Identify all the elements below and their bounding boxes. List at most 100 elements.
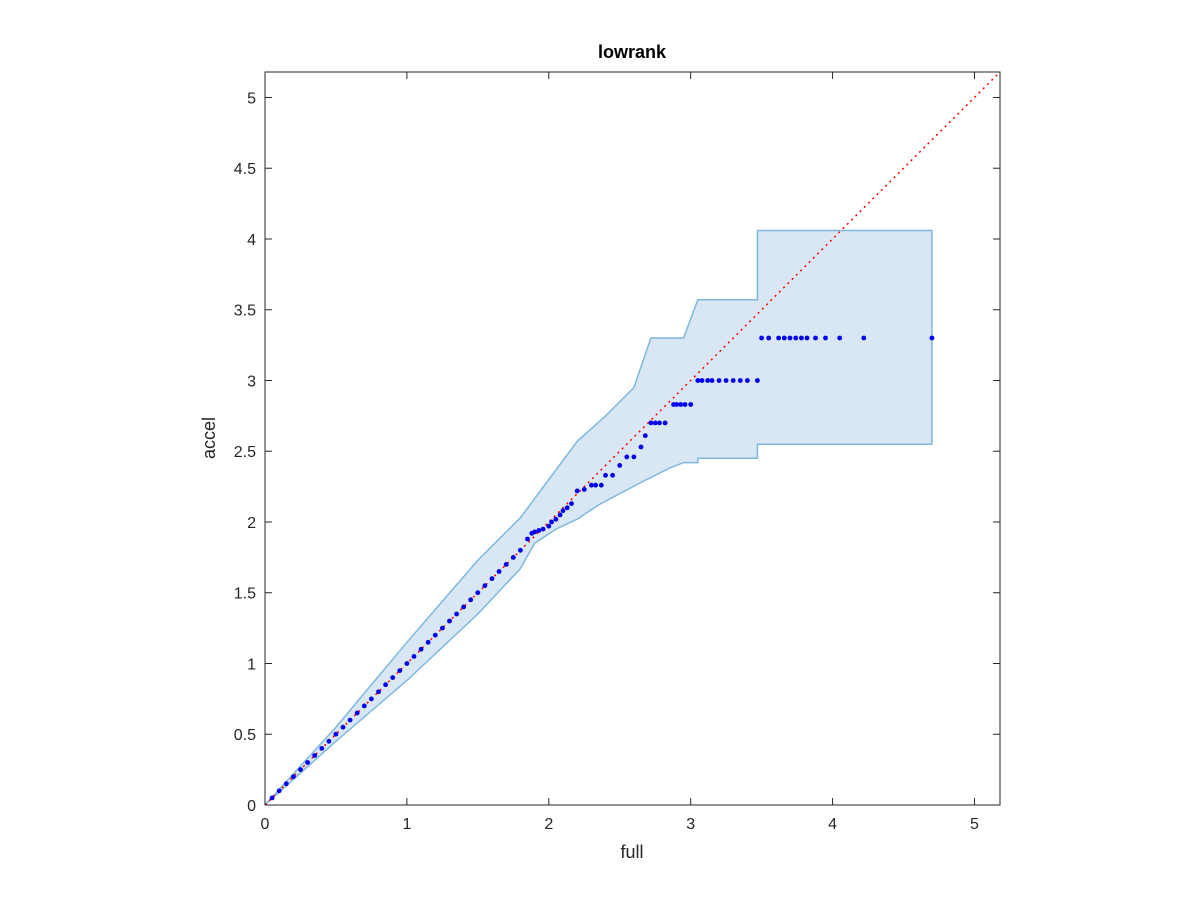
data-point bbox=[776, 335, 781, 341]
data-point bbox=[723, 378, 729, 383]
data-point bbox=[823, 335, 828, 341]
data-point bbox=[540, 526, 546, 532]
data-point bbox=[682, 402, 688, 407]
data-point bbox=[454, 611, 459, 617]
data-point bbox=[354, 710, 360, 716]
data-point bbox=[730, 378, 736, 383]
confidence-band bbox=[264, 229, 933, 806]
data-point bbox=[804, 335, 810, 341]
x-tick-label: 4 bbox=[828, 816, 837, 833]
x-tick-label: 2 bbox=[544, 816, 553, 833]
data-point bbox=[461, 604, 466, 610]
data-point bbox=[536, 528, 542, 533]
data-point bbox=[298, 767, 303, 772]
data-point bbox=[759, 335, 764, 341]
y-tick-label: 1 bbox=[247, 656, 256, 673]
data-point bbox=[662, 420, 668, 426]
data-point bbox=[737, 378, 743, 383]
y-tick-label: 2 bbox=[247, 515, 256, 532]
data-point bbox=[518, 547, 523, 553]
data-point bbox=[425, 639, 431, 645]
ticks-layer: 0 1 2 3 4 5 0 0.5 1 1.5 2 2.5 3 3.5 4 4.5 5 bbox=[234, 72, 1000, 833]
data-point bbox=[598, 482, 604, 488]
data-point bbox=[468, 597, 474, 603]
y-tick-label: 0.5 bbox=[234, 727, 256, 744]
data-point bbox=[755, 378, 760, 383]
data-point bbox=[695, 378, 701, 383]
y-axis-label: accel bbox=[199, 417, 219, 459]
data-point bbox=[560, 508, 566, 514]
data-point bbox=[361, 703, 367, 709]
data-point bbox=[678, 402, 684, 407]
data-point bbox=[593, 482, 598, 488]
data-point bbox=[569, 501, 574, 506]
data-point bbox=[496, 569, 502, 574]
data-point bbox=[291, 774, 296, 780]
data-point bbox=[709, 378, 715, 383]
data-point bbox=[532, 529, 537, 535]
y-tick-label: 2.5 bbox=[234, 444, 256, 461]
data-point bbox=[482, 583, 488, 589]
data-point bbox=[652, 420, 658, 426]
chart-title: lowrank bbox=[598, 42, 667, 62]
data-point bbox=[624, 454, 630, 460]
y-tick-label: 3.5 bbox=[234, 303, 256, 320]
data-point bbox=[638, 444, 644, 450]
data-point bbox=[699, 378, 705, 383]
data-point bbox=[510, 555, 516, 560]
data-point bbox=[447, 618, 452, 624]
data-point bbox=[283, 781, 289, 787]
data-point bbox=[376, 689, 381, 695]
data-point bbox=[411, 654, 417, 659]
data-point bbox=[581, 487, 587, 492]
data-point bbox=[276, 788, 282, 794]
data-point bbox=[861, 335, 867, 341]
data-point bbox=[432, 632, 438, 638]
data-point bbox=[799, 335, 804, 341]
data-point bbox=[404, 661, 410, 666]
data-point bbox=[549, 519, 554, 525]
x-tick-label: 3 bbox=[686, 816, 695, 833]
y-tick-label: 5 bbox=[247, 90, 256, 107]
data-point bbox=[716, 378, 722, 383]
data-points-layer bbox=[269, 335, 935, 801]
data-point bbox=[657, 420, 662, 426]
data-point bbox=[674, 402, 679, 407]
data-point bbox=[383, 682, 388, 688]
data-point bbox=[369, 696, 374, 702]
data-point bbox=[546, 523, 552, 529]
data-point bbox=[503, 562, 509, 567]
y-tick-label: 1.5 bbox=[234, 586, 256, 603]
data-point bbox=[610, 472, 615, 478]
x-tick-label: 0 bbox=[261, 816, 270, 833]
data-point bbox=[631, 454, 637, 460]
data-point bbox=[642, 433, 648, 439]
data-point bbox=[440, 625, 445, 631]
data-point bbox=[929, 335, 935, 341]
data-point bbox=[564, 505, 570, 511]
data-point bbox=[617, 463, 623, 468]
data-point bbox=[787, 335, 793, 341]
data-point bbox=[489, 576, 495, 581]
data-point bbox=[319, 746, 325, 751]
data-point bbox=[557, 512, 563, 518]
data-point bbox=[347, 717, 353, 723]
data-point bbox=[688, 402, 694, 407]
data-point bbox=[418, 646, 424, 652]
data-point bbox=[312, 753, 318, 758]
reference-line-layer bbox=[264, 71, 1001, 806]
data-point bbox=[793, 335, 799, 341]
data-point bbox=[837, 335, 843, 341]
x-tick-label: 5 bbox=[970, 816, 979, 833]
data-point bbox=[553, 516, 559, 522]
y-tick-label: 4 bbox=[247, 232, 256, 249]
data-point bbox=[813, 335, 818, 341]
data-point bbox=[745, 378, 750, 383]
data-point bbox=[781, 335, 787, 341]
confidence-band-layer bbox=[264, 229, 933, 806]
data-point bbox=[390, 675, 396, 680]
data-point bbox=[269, 795, 275, 801]
data-point bbox=[305, 760, 310, 765]
data-point bbox=[603, 472, 608, 478]
